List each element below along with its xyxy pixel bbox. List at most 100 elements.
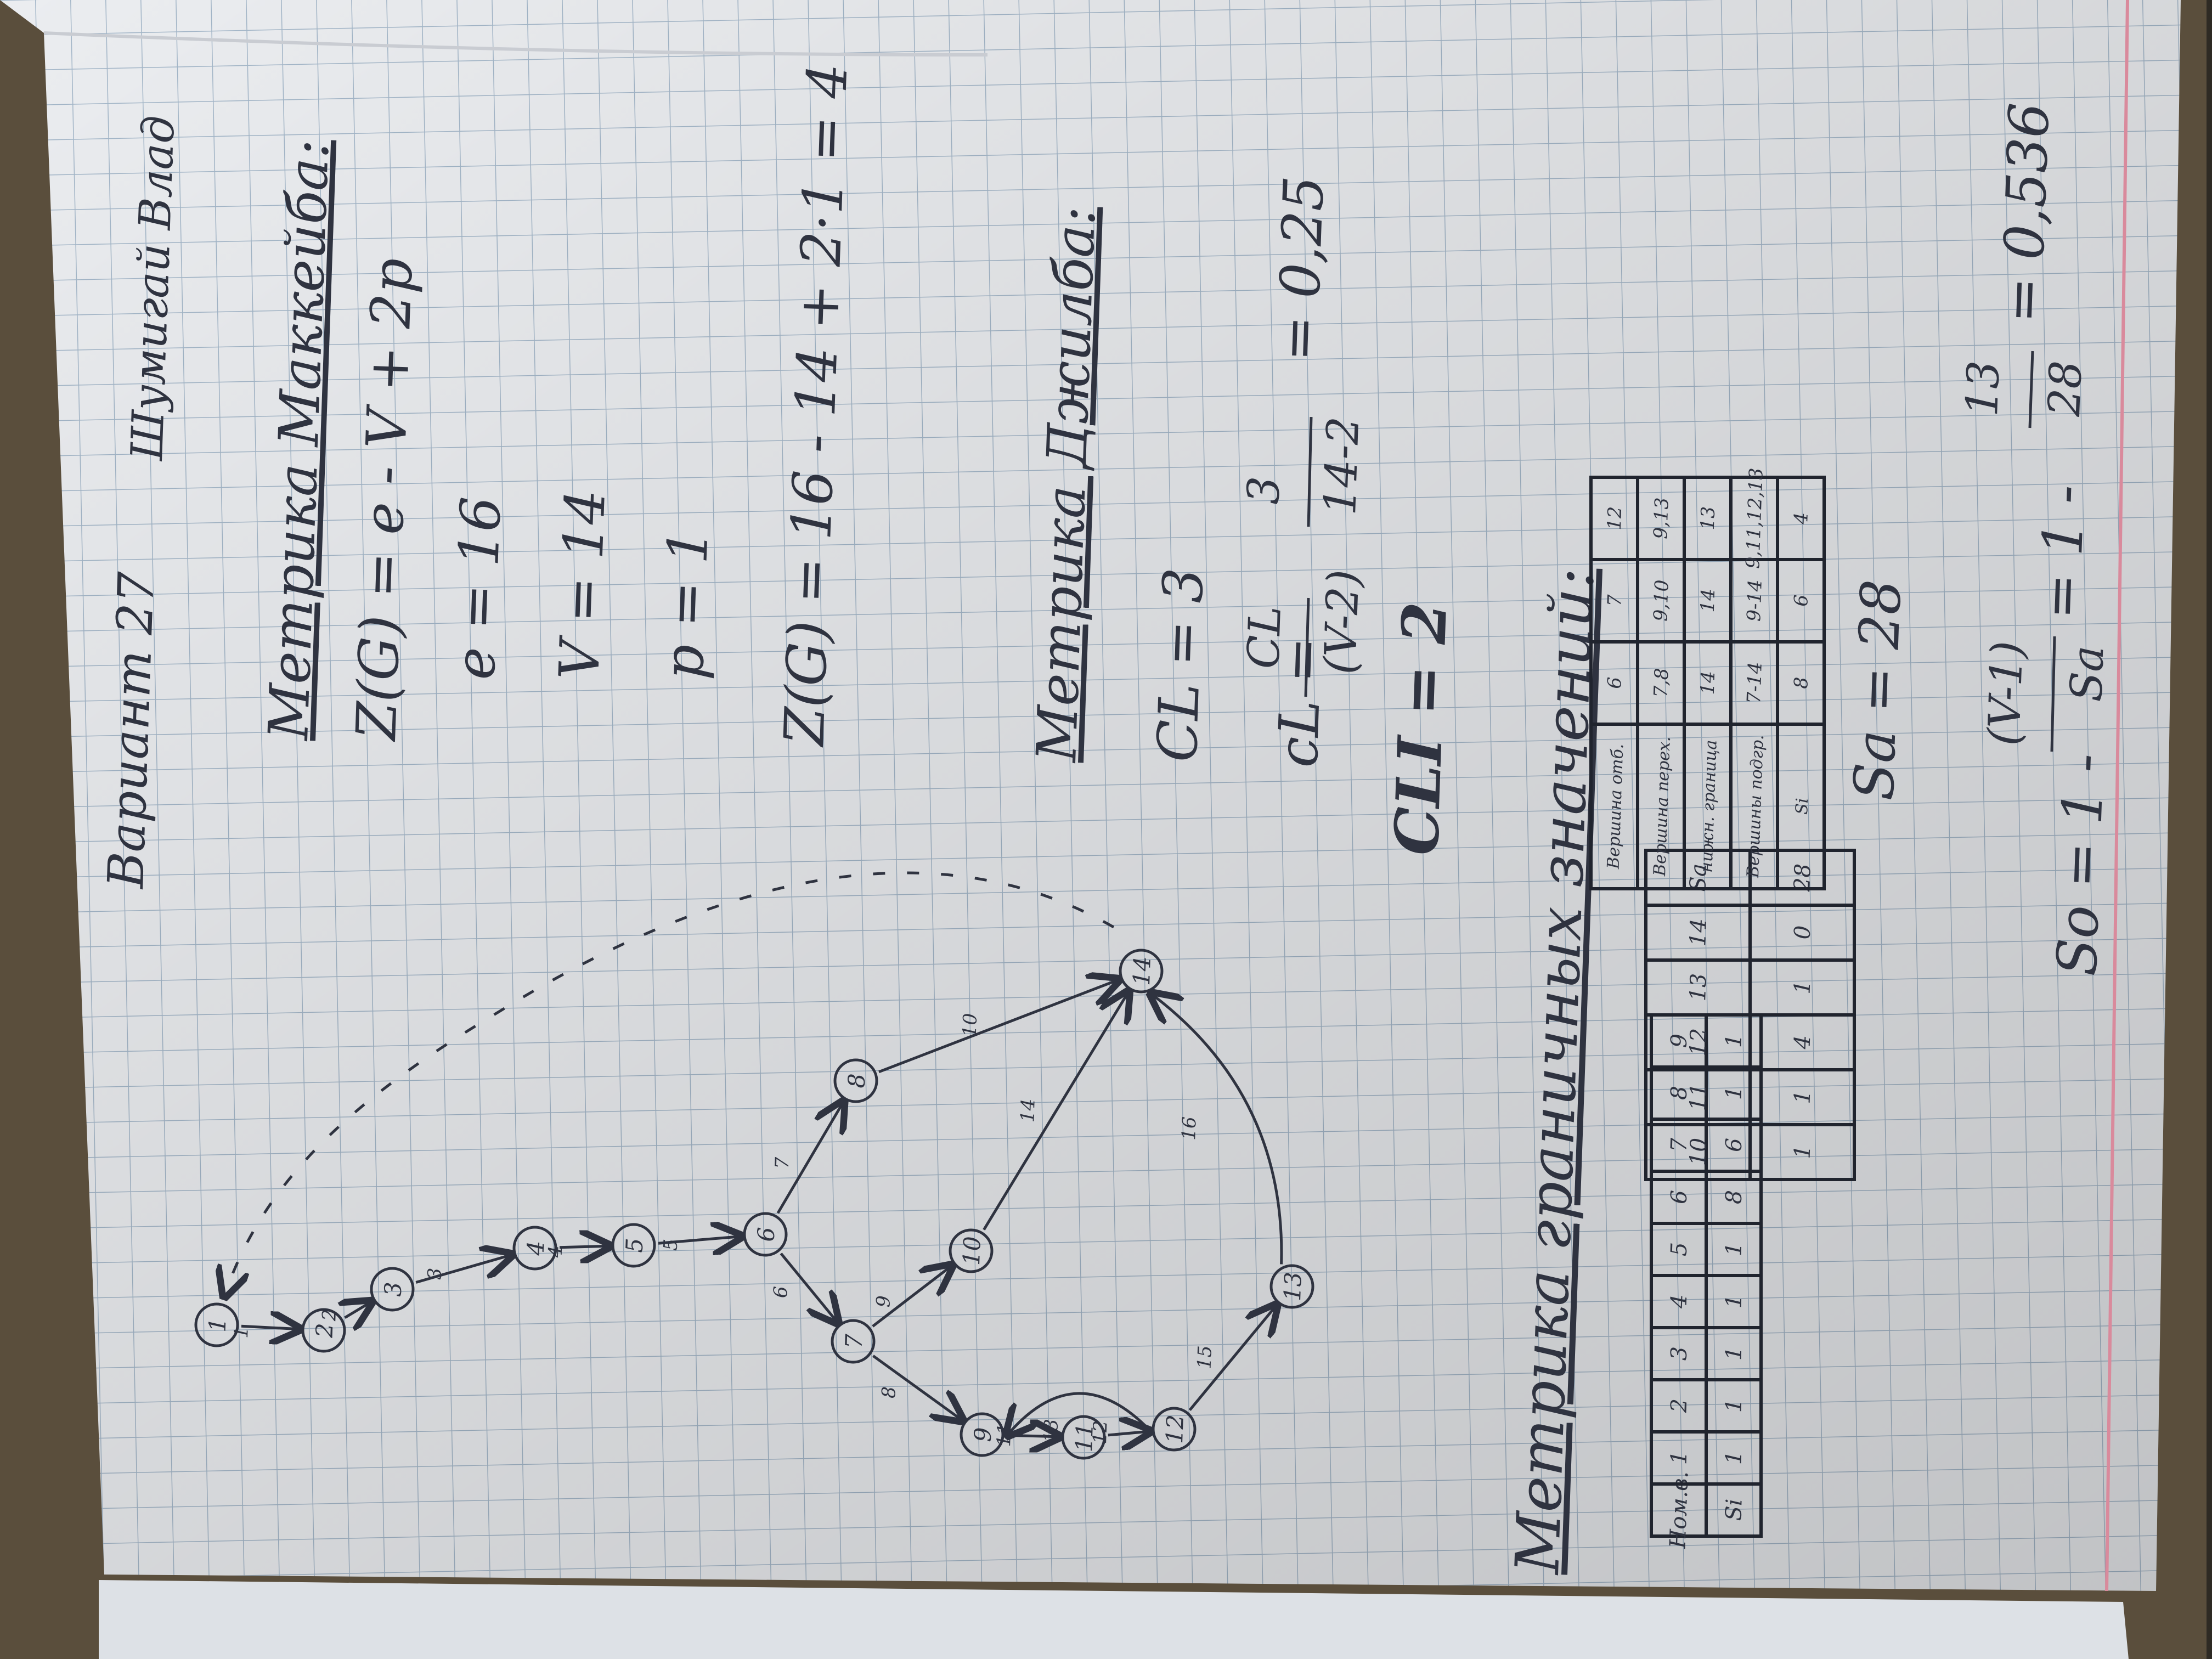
svg-text:1: 1 — [1722, 1242, 1747, 1257]
svg-text:5: 5 — [621, 1238, 648, 1253]
graph-edge: 12 — [1089, 1420, 1148, 1444]
gilb-cl-denominator: (V-2) — [1314, 569, 1369, 675]
gilb-cl-numerator: CL — [1238, 605, 1291, 670]
svg-text:4: 4 — [544, 1245, 567, 1259]
svg-text:13: 13 — [1040, 1419, 1063, 1443]
svg-text:1: 1 — [1790, 1090, 1816, 1104]
svg-text:Si: Si — [1792, 798, 1812, 815]
return-dashed-edge — [225, 871, 1115, 1295]
gilb-cl-value: = 0,25 — [1266, 175, 1336, 363]
svg-text:13: 13 — [1279, 1271, 1307, 1301]
variant-label: Вариант 27 — [97, 571, 166, 890]
svg-text:3: 3 — [1667, 1346, 1692, 1361]
gilb-cli: CLI = 2 — [1381, 601, 1460, 856]
svg-text:11: 11 — [993, 1423, 1015, 1447]
svg-text:1: 1 — [204, 1317, 232, 1333]
svg-text:13: 13 — [1685, 973, 1712, 1001]
graph-edge: 16 — [1153, 995, 1283, 1265]
so-numerator: (V-1) — [1978, 640, 2033, 747]
so-formula-a: So = 1 - — [2045, 753, 2117, 977]
mccabe-e: e = 16 — [443, 495, 514, 681]
svg-text:14: 14 — [1017, 1098, 1039, 1123]
svg-text:12: 12 — [1089, 1420, 1111, 1444]
svg-text:6: 6 — [1604, 676, 1626, 689]
svg-text:1: 1 — [1722, 1086, 1747, 1101]
svg-text:4: 4 — [1790, 1035, 1816, 1050]
graph-edge: 5 — [658, 1237, 739, 1251]
svg-text:7,8: 7,8 — [1650, 668, 1673, 698]
svg-text:1: 1 — [1722, 1294, 1747, 1309]
graph-edge: 14 — [983, 994, 1127, 1231]
svg-text:4: 4 — [1667, 1294, 1692, 1310]
svg-text:2: 2 — [311, 1323, 338, 1339]
svg-text:8: 8 — [1667, 1086, 1692, 1101]
svg-text:11: 11 — [1070, 1422, 1098, 1452]
svg-text:14: 14 — [1128, 956, 1156, 986]
table-mid: 10 111 112 413 114 0Sa 28 — [1644, 849, 1856, 1181]
graph-node: 14 — [1119, 949, 1164, 994]
table-cell: 9,11,12,13 — [1729, 467, 1779, 569]
svg-text:1: 1 — [1790, 980, 1816, 995]
svg-text:12: 12 — [1161, 1414, 1189, 1444]
so-value: = 0,536 — [1990, 101, 2062, 324]
svg-text:6: 6 — [1790, 594, 1813, 607]
graph-edge: 13 — [1008, 1392, 1150, 1443]
graph-edge: 15 — [1188, 1307, 1276, 1411]
graph-node: 10 — [949, 1228, 994, 1273]
svg-text:1: 1 — [1667, 1451, 1692, 1465]
svg-text:9: 9 — [969, 1427, 997, 1442]
svg-text:5: 5 — [1667, 1242, 1692, 1257]
margin-line — [2105, 0, 2129, 1592]
svg-text:0: 0 — [1790, 925, 1816, 940]
so-denominator: Sa — [2061, 645, 2114, 703]
svg-text:4: 4 — [1790, 512, 1813, 525]
svg-text:1: 1 — [1722, 1398, 1747, 1413]
graph-node: 13 — [1269, 1264, 1314, 1309]
mccabe-v: V = 14 — [547, 488, 618, 681]
svg-text:1: 1 — [1790, 1144, 1816, 1159]
svg-text:8: 8 — [1790, 676, 1813, 689]
gilb-cl-denominator-2: 14-2 — [1314, 416, 1369, 516]
svg-text:нижн. граница: нижн. граница — [1697, 740, 1720, 873]
graph-node: 12 — [1152, 1407, 1197, 1452]
graph-edge: 7 — [771, 1103, 843, 1214]
svg-text:16: 16 — [1178, 1116, 1200, 1141]
table-cell: 7-14 — [1729, 640, 1779, 726]
svg-text:9,11,12,13: 9,11,12,13 — [1742, 467, 1767, 569]
svg-text:9,13: 9,13 — [1650, 497, 1673, 539]
svg-text:2: 2 — [1667, 1398, 1692, 1414]
svg-text:12: 12 — [1685, 1028, 1712, 1056]
svg-text:8: 8 — [843, 1073, 871, 1088]
svg-text:1: 1 — [1722, 1034, 1747, 1048]
svg-text:4: 4 — [522, 1240, 550, 1256]
svg-text:9-14: 9-14 — [1743, 579, 1767, 622]
sa-total: Sa = 28 — [1842, 578, 1914, 802]
svg-text:5: 5 — [660, 1238, 682, 1251]
svg-text:Si: Si — [1721, 1498, 1747, 1521]
table-cell: 9 — [1650, 1013, 1708, 1069]
svg-text:6: 6 — [1722, 1138, 1747, 1153]
svg-text:8: 8 — [1722, 1190, 1747, 1205]
so-numerator-2: 13 — [1956, 360, 2009, 417]
svg-text:10: 10 — [1685, 1137, 1712, 1166]
so-denominator-2: 28 — [2039, 360, 2092, 418]
graph-edge: 2 — [318, 1303, 370, 1322]
svg-text:6: 6 — [770, 1286, 792, 1299]
right-edge-shadow — [2207, 0, 2212, 1659]
svg-text:6: 6 — [1667, 1190, 1692, 1205]
svg-text:10: 10 — [959, 1013, 981, 1037]
mccabe-p: p = 1 — [651, 528, 721, 681]
graph-node: 9 — [960, 1412, 1005, 1457]
svg-text:1: 1 — [230, 1326, 253, 1339]
svg-text:1: 1 — [1722, 1346, 1747, 1361]
graph-edge: 8 — [872, 1355, 961, 1419]
graph-node: 3 — [370, 1267, 415, 1312]
svg-text:8: 8 — [878, 1386, 900, 1398]
svg-text:9,10: 9,10 — [1650, 579, 1673, 622]
author-name: Шумигай Влад — [121, 115, 184, 462]
svg-text:9: 9 — [1667, 1034, 1692, 1048]
table-cell: 4 — [1776, 476, 1826, 561]
